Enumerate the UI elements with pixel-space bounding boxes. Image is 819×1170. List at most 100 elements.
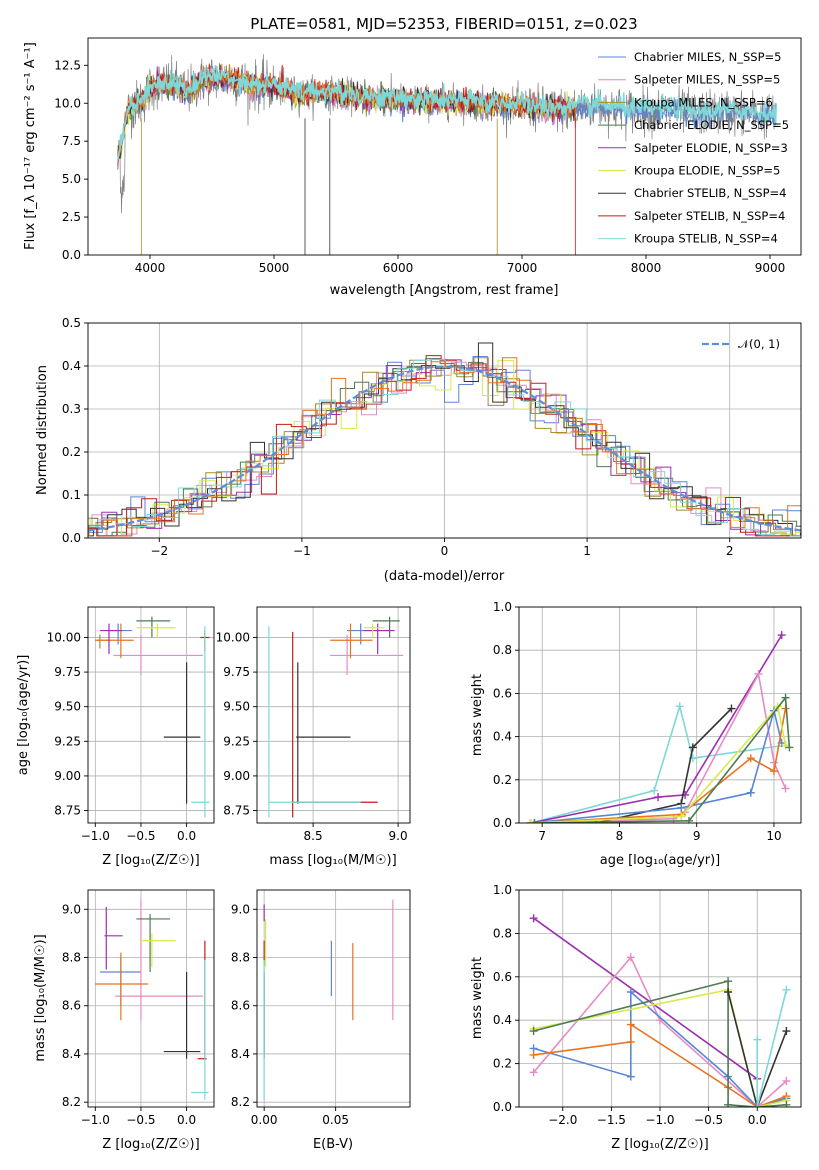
legend-entry: 𝒩(0, 1) bbox=[738, 337, 780, 351]
weight-series bbox=[530, 703, 786, 823]
x-axis-label: Z [log₁₀(Z/Z☉)] bbox=[611, 1137, 708, 1152]
weight-series bbox=[530, 707, 783, 823]
y-tick-label: 0.8 bbox=[493, 643, 512, 657]
residual-histogram bbox=[88, 357, 801, 537]
plot-area-age_vs_Z bbox=[95, 616, 210, 818]
y-tick-label: 0.0 bbox=[62, 248, 81, 262]
y-tick-label: 0.2 bbox=[493, 1057, 512, 1071]
x-tick-label: 0.00 bbox=[251, 1113, 278, 1127]
data-point bbox=[529, 914, 538, 923]
y-tick-label: 9.00 bbox=[54, 769, 81, 783]
axes-frame bbox=[256, 606, 411, 824]
y-tick-label: 9.0 bbox=[231, 902, 250, 916]
x-tick-label: −2.0 bbox=[548, 1113, 577, 1127]
y-tick-label: 9.25 bbox=[223, 734, 250, 748]
y-tick-label: 5.0 bbox=[62, 172, 81, 186]
data-point bbox=[724, 977, 733, 986]
weight-series bbox=[596, 707, 733, 823]
y-tick-label: 12.5 bbox=[54, 58, 81, 72]
weight-series bbox=[530, 708, 787, 823]
y-tick-label: 8.6 bbox=[231, 999, 250, 1013]
x-axis-label: mass [log₁₀(M/M☉)] bbox=[269, 853, 396, 868]
x-tick-label: 7 bbox=[538, 829, 546, 843]
y-tick-label: 8.6 bbox=[62, 999, 81, 1013]
data-point bbox=[677, 812, 686, 821]
y-tick-label: 0.4 bbox=[493, 1013, 512, 1027]
x-tick-label: 8.5 bbox=[304, 829, 323, 843]
y-tick-label: 1.0 bbox=[493, 883, 512, 897]
data-point bbox=[626, 1072, 635, 1081]
axes-frame bbox=[256, 889, 411, 1108]
axes-frame bbox=[87, 889, 215, 1108]
y-tick-label: 0.4 bbox=[493, 730, 512, 744]
x-tick-label: 0.0 bbox=[748, 1113, 767, 1127]
x-axis-label: Z [log₁₀(Z/Z☉)] bbox=[102, 853, 199, 868]
data-point bbox=[782, 1027, 791, 1036]
y-tick-label: 0.5 bbox=[62, 316, 81, 330]
y-axis-label: age [log₁₀(age/yr)] bbox=[16, 655, 31, 776]
plot-area-weight_vs_Z bbox=[529, 914, 791, 1107]
x-axis-label: Z [log₁₀(Z/Z☉)] bbox=[102, 1137, 199, 1152]
data-point bbox=[746, 754, 755, 763]
panel-mass_vs_EBV: 0.00 0.05 8.2 8.4 8.6 8.8 9.0 bbox=[231, 889, 411, 1127]
y-tick-label: 7.5 bbox=[62, 134, 81, 148]
x-tick-label: 4000 bbox=[135, 261, 166, 275]
x-tick-label: 5000 bbox=[259, 261, 290, 275]
legend-entry: Salpeter MILES, N_SSP=5 bbox=[634, 73, 780, 87]
plot-area-weight_vs_age bbox=[526, 631, 794, 823]
data-point bbox=[650, 786, 659, 795]
plot-area-mass_vs_Z bbox=[95, 899, 209, 1100]
chart-title: PLATE=0581, MJD=52353, FIBERID=0151, z=0… bbox=[250, 15, 637, 33]
data-point bbox=[754, 669, 763, 678]
y-tick-label: 9.0 bbox=[62, 902, 81, 916]
weight-series bbox=[530, 704, 787, 823]
data-point bbox=[769, 758, 778, 767]
plot-area-residuals bbox=[88, 342, 801, 537]
axes-frame bbox=[87, 606, 215, 824]
data-point bbox=[684, 816, 693, 823]
y-tick-label: 0.1 bbox=[62, 488, 81, 502]
legend-entry: Kroupa ELODIE, N_SSP=5 bbox=[634, 164, 780, 178]
plot-area-mass_vs_EBV bbox=[263, 899, 394, 1100]
x-tick-label: 8 bbox=[616, 829, 624, 843]
x-tick-label: −1.0 bbox=[81, 1113, 110, 1127]
y-axis-label: mass [log₁₀(M/M☉)] bbox=[33, 934, 48, 1061]
data-point bbox=[529, 1050, 538, 1059]
x-tick-label: 9.0 bbox=[389, 829, 408, 843]
y-tick-label: 0.6 bbox=[493, 970, 512, 984]
data-point bbox=[724, 987, 733, 996]
data-point bbox=[688, 743, 697, 752]
axes-frame bbox=[518, 606, 802, 824]
weight-series bbox=[534, 671, 787, 823]
y-tick-label: 0.8 bbox=[493, 926, 512, 940]
y-axis-label: Normed distribution bbox=[35, 365, 50, 495]
panel-age_vs_mass: 8.5 9.0 8.75 9.00 9.25 9.50 9.75 10.00 bbox=[216, 606, 411, 843]
y-tick-label: 0.6 bbox=[493, 686, 512, 700]
panel-weight_vs_Z: −2.0 −1.5 −1.0 −0.5 0.0 0.0 0.2 0.4 0.6 0.8 1.0 bbox=[493, 883, 802, 1127]
weight-series bbox=[533, 917, 758, 1080]
data-point bbox=[753, 1103, 762, 1107]
x-tick-label: 2 bbox=[726, 544, 734, 558]
x-tick-label: 10 bbox=[766, 829, 781, 843]
legend-entry: Salpeter ELODIE, N_SSP=3 bbox=[634, 141, 788, 155]
y-tick-label: 9.50 bbox=[223, 700, 250, 714]
axes-frame bbox=[518, 889, 802, 1108]
x-tick-label: 1 bbox=[583, 544, 591, 558]
y-axis-label: mass weight bbox=[470, 674, 485, 756]
x-tick-label: −0.5 bbox=[126, 1113, 155, 1127]
data-point bbox=[782, 985, 791, 994]
y-tick-label: 2.5 bbox=[62, 210, 81, 224]
legend-entry: Kroupa MILES, N_SSP=6 bbox=[634, 95, 773, 109]
data-point bbox=[654, 793, 663, 802]
data-point bbox=[781, 693, 790, 702]
data-point bbox=[675, 702, 684, 711]
residual-histogram bbox=[88, 360, 801, 537]
data-point bbox=[626, 987, 635, 996]
data-point bbox=[626, 1037, 635, 1046]
data-point bbox=[526, 819, 535, 823]
x-tick-label: 0.0 bbox=[177, 1113, 196, 1127]
y-tick-label: 9.75 bbox=[223, 665, 250, 679]
data-point bbox=[782, 1100, 791, 1107]
y-tick-label: 8.2 bbox=[62, 1095, 81, 1109]
